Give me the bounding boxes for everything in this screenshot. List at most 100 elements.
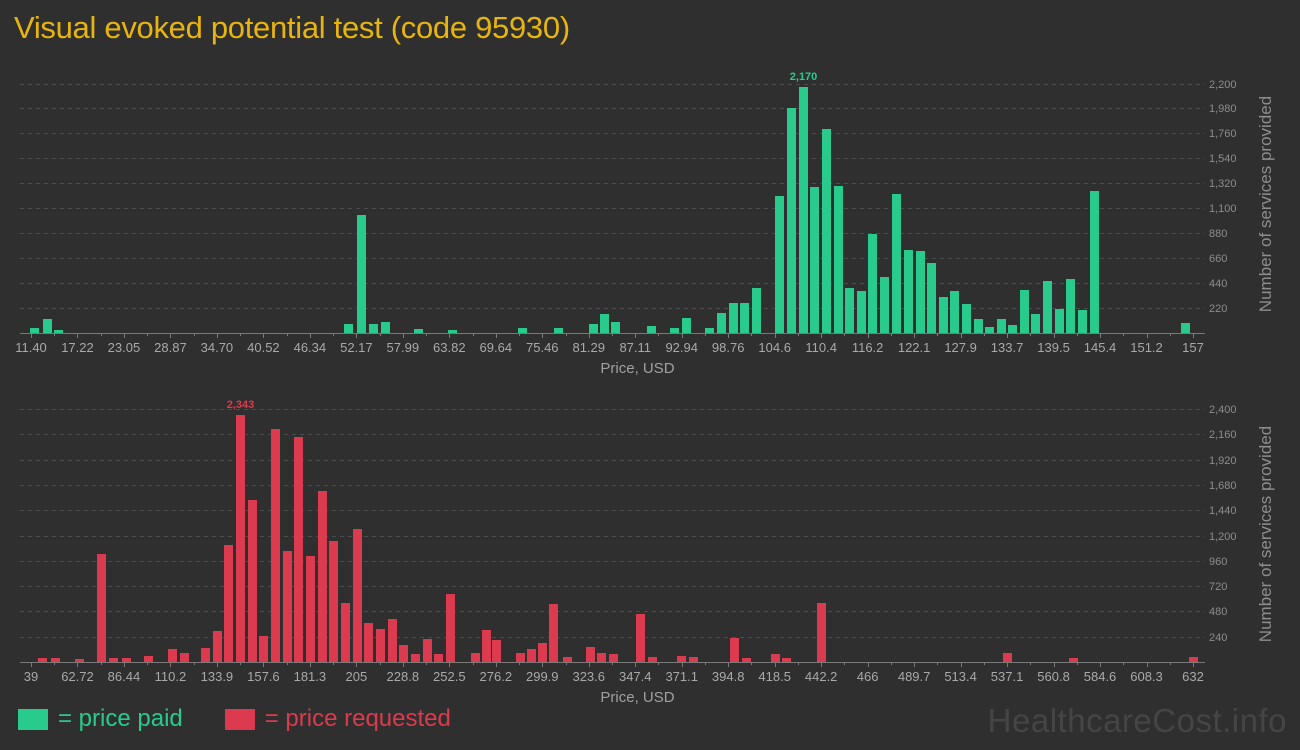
histogram-bar[interactable] bbox=[1043, 281, 1053, 333]
histogram-bar[interactable] bbox=[704, 328, 714, 333]
histogram-bar[interactable] bbox=[799, 87, 809, 333]
histogram-bar[interactable] bbox=[973, 319, 983, 333]
histogram-bar[interactable] bbox=[1078, 310, 1088, 333]
histogram-bar[interactable] bbox=[1180, 323, 1190, 333]
histogram-bar[interactable] bbox=[549, 604, 559, 662]
histogram-bar[interactable] bbox=[352, 529, 362, 662]
histogram-bar[interactable] bbox=[822, 129, 832, 333]
histogram-bar[interactable] bbox=[1066, 279, 1076, 333]
histogram-bar[interactable] bbox=[938, 297, 948, 333]
histogram-bar[interactable] bbox=[43, 319, 53, 333]
histogram-bar[interactable] bbox=[1188, 657, 1198, 662]
histogram-bar[interactable] bbox=[741, 658, 751, 662]
histogram-bar[interactable] bbox=[518, 328, 528, 333]
histogram-bar[interactable] bbox=[903, 250, 913, 333]
histogram-bar[interactable] bbox=[380, 322, 390, 333]
histogram-bar[interactable] bbox=[201, 648, 211, 662]
histogram-bar[interactable] bbox=[434, 654, 444, 662]
histogram-bar[interactable] bbox=[1089, 191, 1099, 333]
histogram-bar[interactable] bbox=[926, 263, 936, 333]
histogram-bar[interactable] bbox=[669, 328, 679, 333]
histogram-bar[interactable] bbox=[647, 657, 657, 662]
histogram-bar[interactable] bbox=[949, 291, 959, 333]
histogram-bar[interactable] bbox=[810, 187, 820, 333]
histogram-bar[interactable] bbox=[1008, 325, 1018, 333]
histogram-bar[interactable] bbox=[1003, 653, 1013, 662]
watermark-logo[interactable]: HealthcareCost.info bbox=[987, 702, 1287, 739]
histogram-bar[interactable] bbox=[729, 638, 739, 662]
histogram-bar[interactable] bbox=[787, 108, 797, 333]
histogram-bar[interactable] bbox=[589, 324, 599, 333]
histogram-bar[interactable] bbox=[410, 654, 420, 662]
histogram-bar[interactable] bbox=[996, 319, 1006, 333]
histogram-bar[interactable] bbox=[716, 313, 726, 333]
histogram-bar[interactable] bbox=[108, 658, 118, 662]
histogram-bar[interactable] bbox=[880, 277, 890, 333]
histogram-bar[interactable] bbox=[121, 658, 131, 662]
histogram-bar[interactable] bbox=[235, 415, 245, 662]
histogram-bar[interactable] bbox=[1020, 290, 1030, 333]
histogram-bar[interactable] bbox=[341, 603, 350, 662]
histogram-bar[interactable] bbox=[984, 327, 994, 333]
histogram-bar[interactable] bbox=[681, 318, 691, 333]
histogram-bar[interactable] bbox=[915, 251, 925, 333]
histogram-bar[interactable] bbox=[368, 324, 378, 333]
histogram-bar[interactable] bbox=[647, 326, 657, 333]
histogram-bar[interactable] bbox=[868, 234, 878, 333]
histogram-bar[interactable] bbox=[857, 291, 867, 333]
histogram-bar[interactable] bbox=[609, 654, 619, 662]
legend-item-price-paid[interactable]: = price paid bbox=[18, 705, 183, 733]
legend-item-price-requested[interactable]: = price requested bbox=[224, 705, 451, 733]
histogram-bar[interactable] bbox=[470, 653, 480, 662]
histogram-bar[interactable] bbox=[271, 429, 281, 662]
histogram-bar[interactable] bbox=[422, 639, 432, 662]
histogram-bar[interactable] bbox=[739, 303, 749, 333]
histogram-bar[interactable] bbox=[54, 330, 64, 333]
histogram-bar[interactable] bbox=[446, 594, 456, 662]
histogram-bar[interactable] bbox=[399, 645, 409, 662]
histogram-bar[interactable] bbox=[677, 656, 687, 662]
histogram-bar[interactable] bbox=[50, 658, 60, 662]
histogram-bar[interactable] bbox=[317, 491, 327, 662]
histogram-bar[interactable] bbox=[294, 437, 304, 662]
histogram-bar[interactable] bbox=[491, 640, 501, 662]
histogram-bar[interactable] bbox=[516, 653, 526, 662]
histogram-bar[interactable] bbox=[751, 288, 761, 333]
histogram-bar[interactable] bbox=[961, 304, 971, 333]
histogram-bar[interactable] bbox=[689, 657, 699, 662]
histogram-bar[interactable] bbox=[247, 500, 257, 662]
histogram-bar[interactable] bbox=[30, 328, 40, 333]
histogram-bar[interactable] bbox=[775, 196, 785, 333]
histogram-bar[interactable] bbox=[537, 643, 547, 662]
histogram-bar[interactable] bbox=[305, 556, 315, 662]
histogram-bar[interactable] bbox=[585, 647, 595, 662]
histogram-bar[interactable] bbox=[179, 653, 189, 662]
histogram-bar[interactable] bbox=[364, 623, 374, 662]
histogram-bar[interactable] bbox=[356, 215, 366, 333]
histogram-bar[interactable] bbox=[447, 330, 457, 333]
histogram-bar[interactable] bbox=[38, 658, 48, 662]
histogram-bar[interactable] bbox=[728, 303, 738, 333]
histogram-bar[interactable] bbox=[635, 614, 645, 662]
histogram-bar[interactable] bbox=[224, 545, 234, 662]
histogram-bar[interactable] bbox=[1031, 314, 1041, 333]
histogram-bar[interactable] bbox=[413, 329, 423, 333]
histogram-bar[interactable] bbox=[817, 603, 827, 662]
histogram-bar[interactable] bbox=[554, 328, 564, 333]
histogram-bar[interactable] bbox=[1055, 309, 1065, 333]
histogram-bar[interactable] bbox=[143, 656, 153, 662]
histogram-bar[interactable] bbox=[481, 630, 491, 662]
histogram-bar[interactable] bbox=[167, 649, 177, 662]
histogram-bar[interactable] bbox=[834, 186, 844, 333]
histogram-bar[interactable] bbox=[259, 636, 269, 662]
histogram-bar[interactable] bbox=[600, 314, 610, 333]
histogram-bar[interactable] bbox=[771, 654, 781, 662]
histogram-bar[interactable] bbox=[329, 541, 339, 662]
histogram-bar[interactable] bbox=[563, 657, 573, 662]
histogram-bar[interactable] bbox=[845, 288, 855, 333]
histogram-bar[interactable] bbox=[892, 194, 902, 333]
histogram-bar[interactable] bbox=[74, 659, 84, 662]
histogram-bar[interactable] bbox=[282, 551, 292, 662]
histogram-bar[interactable] bbox=[597, 653, 607, 662]
histogram-bar[interactable] bbox=[782, 658, 792, 662]
